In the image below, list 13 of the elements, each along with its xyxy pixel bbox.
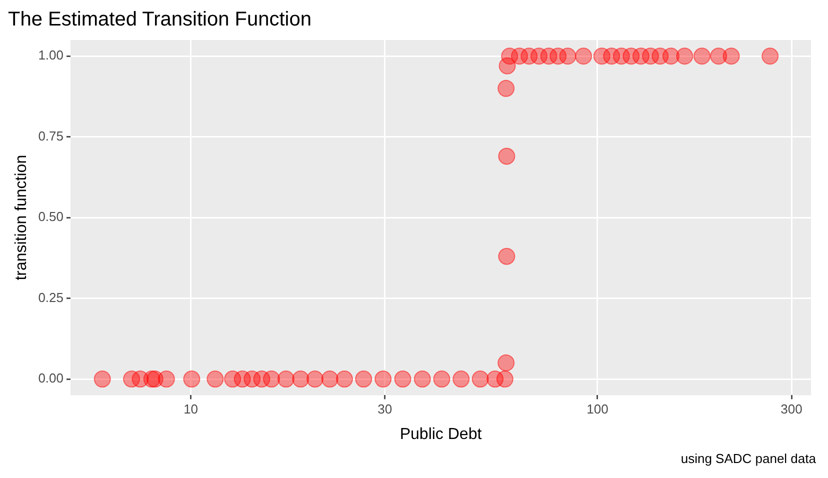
y-tick-label: 0.50 bbox=[38, 209, 64, 224]
chart-title: The Estimated Transition Function bbox=[8, 8, 312, 31]
x-tick-label: 10 bbox=[184, 402, 198, 417]
y-axis-title: transition function bbox=[13, 154, 30, 280]
x-tick-label: 30 bbox=[378, 402, 392, 417]
x-tick-label: 300 bbox=[780, 402, 802, 417]
y-tick-label: 0.00 bbox=[38, 370, 64, 386]
y-tick-label: 0.25 bbox=[38, 290, 64, 305]
y-tick-label: 1.00 bbox=[38, 48, 64, 63]
y-tick-label: 0.75 bbox=[38, 128, 64, 144]
x-tick-label: 100 bbox=[586, 402, 608, 417]
text: using SADC panel data bbox=[680, 451, 817, 466]
x-axis-title: Public Debt bbox=[400, 426, 482, 443]
